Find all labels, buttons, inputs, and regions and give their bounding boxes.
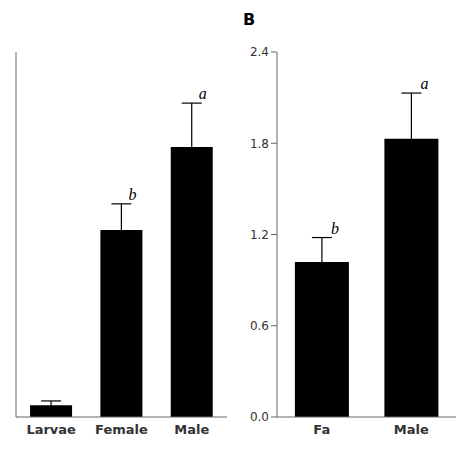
svg-text:Larvae: Larvae: [26, 422, 76, 437]
svg-text:2.4: 2.4: [250, 45, 269, 59]
svg-text:Male: Male: [394, 422, 429, 437]
html-text:B: B: [243, 10, 256, 29]
svg-text:a: a: [421, 75, 429, 92]
svg-text:0.0: 0.0: [250, 410, 269, 424]
svg-text:Female: Female: [95, 422, 148, 437]
svg-text:a: a: [199, 85, 207, 102]
svg-text:1.2: 1.2: [250, 228, 269, 242]
svg-text:Male: Male: [174, 422, 209, 437]
svg-text:b: b: [331, 220, 339, 237]
svg-text:Fa: Fa: [313, 422, 330, 437]
svg-text:1.8: 1.8: [250, 137, 269, 151]
svg-text:0.6: 0.6: [250, 319, 269, 333]
svg-text:b: b: [129, 186, 137, 203]
